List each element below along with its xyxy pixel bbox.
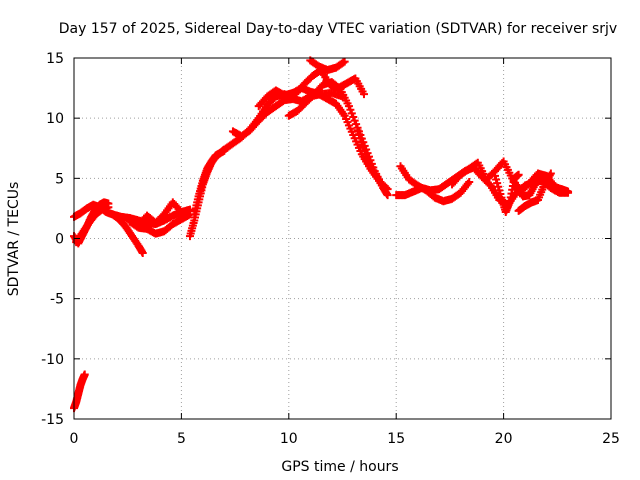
data-point [514,170,523,179]
frame-layer: 0 5 10 15 20 25 -15 -10 -5 0 5 10 15 [41,51,620,447]
series-arc-g [134,198,186,230]
x-tick-label: 5 [177,431,186,447]
data-point [177,208,186,217]
series-arc-u [514,169,555,215]
series-arc-d [72,203,113,247]
chart-title: Day 157 of 2025, Sidereal Day-to-day VTE… [59,21,617,37]
series-arc-i [190,146,229,219]
x-tick-label: 0 [70,431,79,447]
x-tick-label: 20 [495,431,513,447]
data-point-trace [354,130,363,139]
y-tick-label: -5 [50,292,64,308]
data-point [340,57,349,66]
y-tick-label: -10 [41,352,64,368]
x-tick-label: 15 [387,431,405,447]
y-tick-label: 15 [46,51,64,67]
data-point [104,203,113,212]
data-point [465,177,474,186]
data-point-trace [339,58,348,67]
data-point [546,169,555,178]
series-arc-o [353,126,392,200]
data-point-trace [175,206,184,215]
y-tick-label: 5 [55,171,64,187]
series-arc-s [491,170,523,217]
data-point [138,248,147,257]
data-point-trace [357,138,366,147]
data-point [564,187,573,196]
data-point-trace [360,146,369,155]
series-arc-a [70,370,89,413]
data-point [359,90,368,99]
data-point-trace [359,142,368,151]
data-point [80,370,89,379]
series-arc-m [306,56,349,75]
series-arc-h [185,90,289,241]
x-tick-label: 25 [602,431,620,447]
y-tick-label: 10 [46,111,64,127]
data-point [383,191,392,200]
data-point [220,146,229,155]
x-axis-label: GPS time / hours [281,459,398,475]
data-point-trace [356,134,365,143]
series-arc-n [291,66,368,99]
y-axis-label: SDTVAR / TECUs [6,182,22,297]
data-layer [70,56,573,413]
y-tick-label: -15 [41,412,64,428]
x-tick-label: 10 [280,431,298,447]
y-tick-label: 0 [55,232,64,248]
data-point [353,126,362,135]
series-arc-q [396,162,474,206]
